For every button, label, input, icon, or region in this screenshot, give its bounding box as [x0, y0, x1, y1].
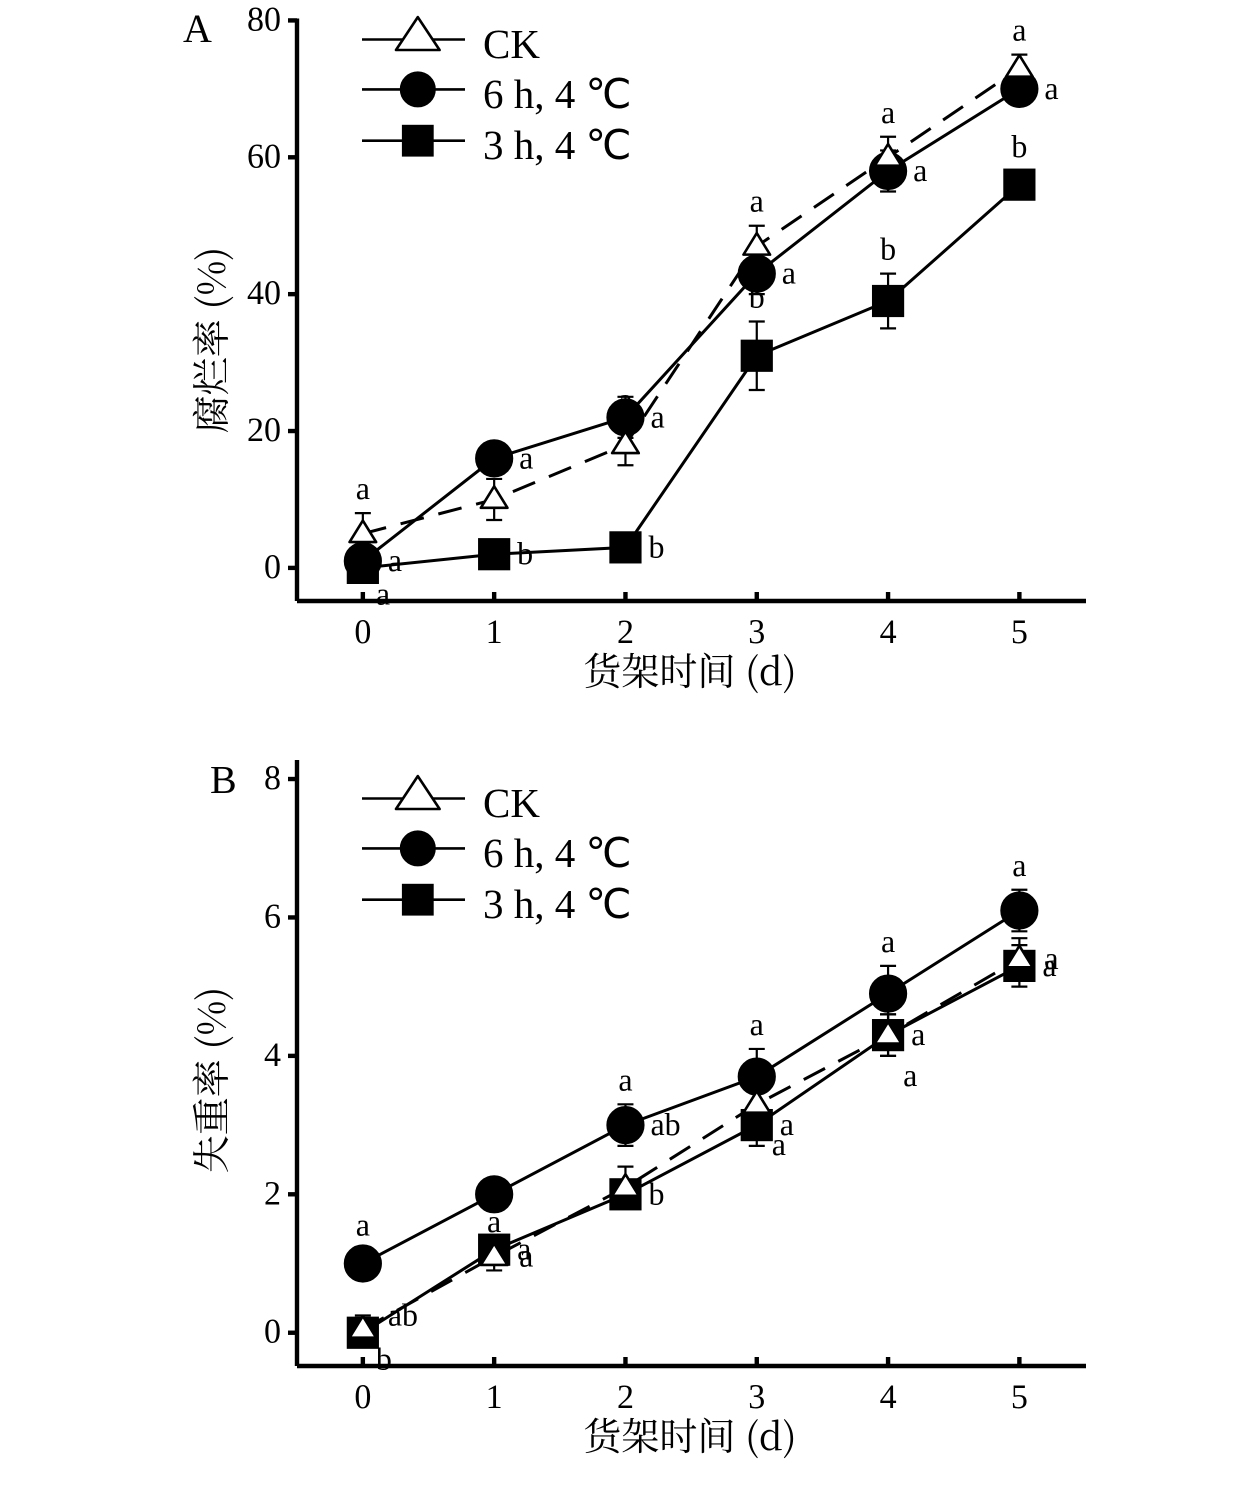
svg-text:a: a	[618, 1061, 632, 1097]
svg-text:3 h, 4 ℃: 3 h, 4 ℃	[483, 881, 632, 927]
svg-text:a: a	[881, 94, 895, 130]
svg-text:a: a	[782, 255, 796, 291]
svg-text:6 h, 4 ℃: 6 h, 4 ℃	[483, 830, 632, 876]
svg-text:A: A	[183, 6, 212, 51]
svg-text:ab: ab	[650, 1106, 680, 1142]
svg-text:60: 60	[247, 138, 281, 175]
svg-text:b: b	[749, 279, 765, 315]
svg-text:b: b	[1011, 128, 1027, 164]
svg-text:a: a	[487, 1203, 501, 1239]
svg-text:a: a	[487, 436, 501, 472]
svg-text:a: a	[881, 923, 895, 959]
svg-text:3 h, 4 ℃: 3 h, 4 ℃	[483, 122, 632, 168]
svg-text:b: b	[376, 1341, 392, 1377]
svg-text:b: b	[648, 528, 664, 564]
svg-text:a: a	[517, 1231, 531, 1267]
svg-text:a: a	[1044, 70, 1058, 106]
svg-text:5: 5	[1011, 614, 1028, 651]
svg-text:a: a	[1012, 12, 1026, 48]
svg-text:2: 2	[264, 1175, 281, 1212]
svg-text:4: 4	[880, 1379, 897, 1416]
svg-text:a: a	[618, 381, 632, 417]
svg-text:a: a	[750, 183, 764, 219]
svg-text:a: a	[913, 152, 927, 188]
svg-text:a: a	[650, 398, 664, 434]
svg-text:a: a	[356, 470, 370, 506]
svg-text:4: 4	[880, 614, 897, 651]
svg-text:b: b	[648, 1175, 664, 1211]
svg-text:0: 0	[354, 1379, 371, 1416]
svg-text:ab: ab	[388, 1296, 418, 1332]
svg-text:a: a	[911, 1016, 925, 1052]
svg-text:CK: CK	[483, 21, 540, 67]
svg-text:a: a	[903, 1057, 917, 1093]
svg-text:a: a	[1042, 947, 1056, 983]
svg-text:b: b	[880, 231, 896, 267]
svg-text:a: a	[1012, 847, 1026, 883]
svg-text:1: 1	[486, 1379, 503, 1416]
svg-text:0: 0	[264, 1314, 281, 1351]
svg-text:0: 0	[264, 549, 281, 586]
svg-text:6 h, 4 ℃: 6 h, 4 ℃	[483, 71, 632, 117]
svg-text:5: 5	[1011, 1379, 1028, 1416]
svg-text:a: a	[388, 542, 402, 578]
svg-text:1: 1	[486, 614, 503, 651]
svg-text:货架时间 (d): 货架时间 (d)	[583, 1406, 796, 1461]
svg-text:4: 4	[264, 1037, 281, 1074]
svg-text:B: B	[210, 757, 237, 802]
svg-text:80: 80	[247, 1, 281, 38]
svg-text:货架时间 (d): 货架时间 (d)	[583, 641, 796, 696]
svg-text:b: b	[517, 535, 533, 571]
svg-text:CK: CK	[483, 780, 540, 826]
svg-text:a: a	[356, 1207, 370, 1243]
svg-text:a: a	[750, 1006, 764, 1042]
svg-text:失重率 (%): 失重率 (%)	[181, 987, 236, 1173]
svg-text:a: a	[519, 439, 533, 475]
svg-text:40: 40	[247, 275, 281, 312]
svg-text:0: 0	[354, 614, 371, 651]
svg-text:腐烂率 (%): 腐烂率 (%)	[181, 247, 236, 433]
svg-text:a: a	[376, 576, 390, 612]
svg-text:8: 8	[264, 760, 281, 797]
svg-text:20: 20	[247, 412, 281, 449]
svg-text:6: 6	[264, 898, 281, 935]
svg-text:a: a	[780, 1106, 794, 1142]
